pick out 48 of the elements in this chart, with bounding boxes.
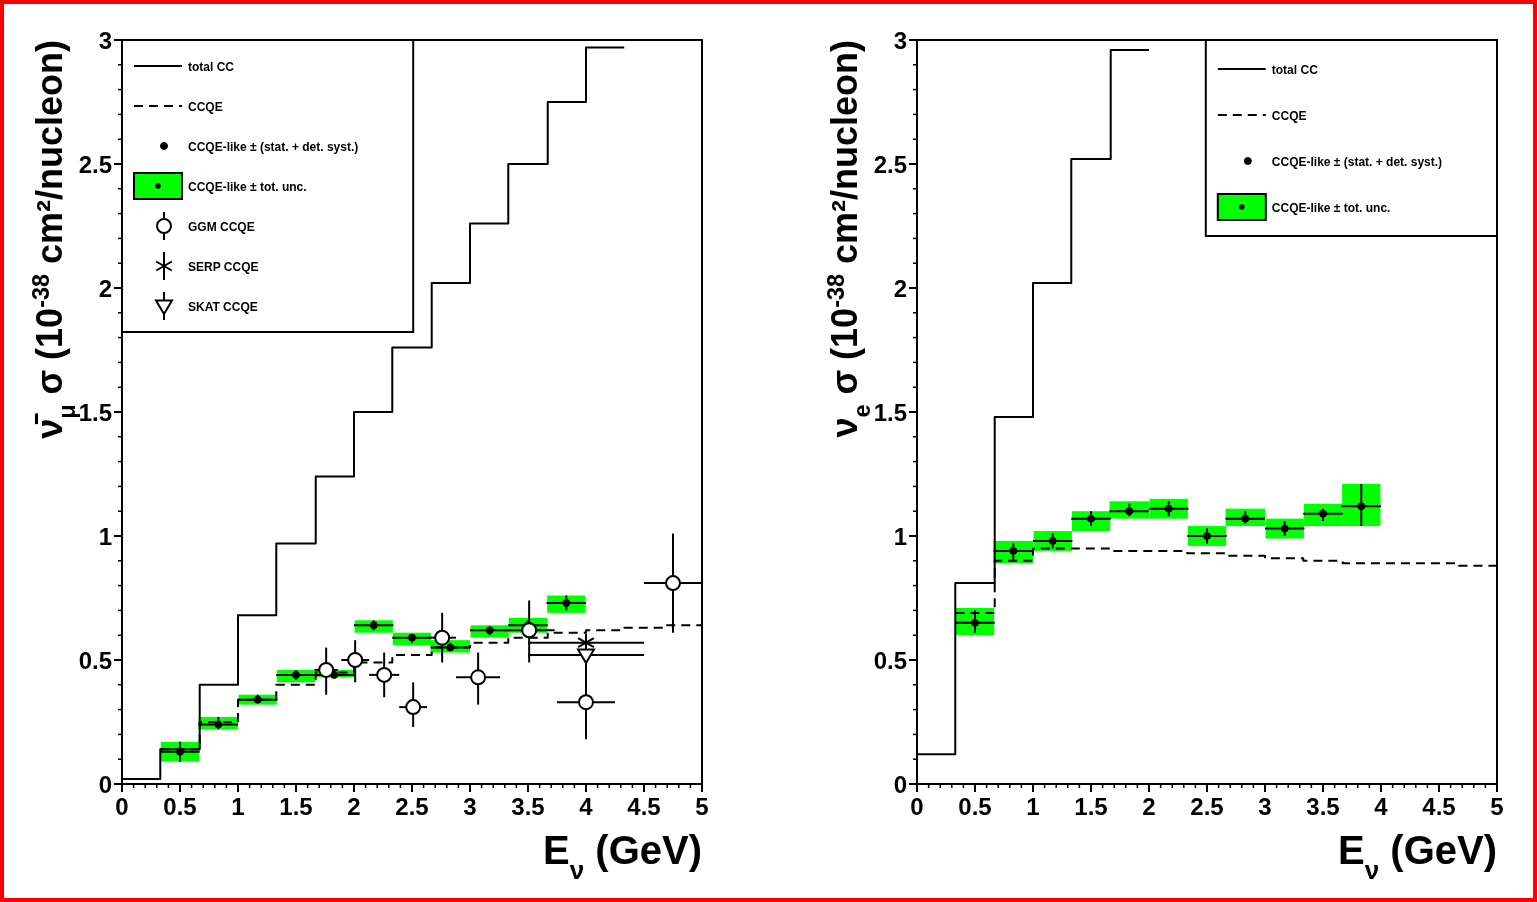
x-tick-label: 4	[579, 793, 594, 820]
x-tick-label: 0	[910, 793, 924, 820]
x-tick-label: 4.5	[627, 793, 661, 820]
y-tick-label: 3	[893, 27, 907, 54]
legend-label: GGM CCQE	[188, 220, 255, 234]
y-tick-label: 0.5	[78, 647, 112, 674]
x-tick-label: 1	[1026, 793, 1040, 820]
y-tick-label: 1	[893, 523, 907, 550]
legend-label: SERP CCQE	[188, 260, 259, 274]
x-tick-label: 2	[1142, 793, 1156, 820]
x-tick-label: 0.5	[958, 793, 992, 820]
y-tick-label: 2.5	[78, 151, 112, 178]
y-tick-label: 1.5	[873, 399, 907, 426]
x-tick-label: 4	[1374, 793, 1389, 820]
y-tick-label: 0	[893, 771, 907, 798]
y-tick-label: 2	[893, 275, 907, 302]
x-tick-label: 4.5	[1422, 793, 1456, 820]
legend-label: CCQE-like ± (stat. + det. syst.)	[188, 140, 359, 154]
y-tick-label: 2.5	[873, 151, 907, 178]
x-tick-label: 3.5	[1306, 793, 1340, 820]
y-tick-label: 0	[98, 771, 112, 798]
x-axis-title: E$_{ν}$ (GeV)	[543, 828, 702, 885]
x-tick-label: 1	[231, 793, 245, 820]
x-tick-label: 1.5	[279, 793, 313, 820]
y-tick-label: 3	[98, 27, 112, 54]
y-tick-label: 0.5	[873, 647, 907, 674]
x-tick-label: 1.5	[1074, 793, 1108, 820]
x-tick-label: 0.5	[163, 793, 197, 820]
x-tick-label: 2.5	[1190, 793, 1224, 820]
x-tick-label: 3	[1258, 793, 1272, 820]
x-tick-label: 5	[1490, 793, 1504, 820]
x-tick-label: 3	[463, 793, 477, 820]
legend-label: CCQE	[1271, 109, 1307, 123]
x-tick-label: 5	[695, 793, 709, 820]
y-tick-label: 2	[98, 275, 112, 302]
legend-label: SKAT CCQE	[188, 300, 258, 314]
y-tick-label: 1	[98, 523, 112, 550]
x-tick-label: 3.5	[511, 793, 545, 820]
legend-label: total CC	[188, 60, 235, 74]
legend-label: CCQE	[188, 100, 223, 114]
legend-label: CCQE-like ± (stat. + det. syst.)	[1271, 155, 1443, 169]
x-tick-label: 2	[347, 793, 361, 820]
legend-label: CCQE-like ± tot. unc.	[188, 180, 307, 194]
x-tick-label: 2.5	[395, 793, 429, 820]
legend-label: CCQE-like ± tot. unc.	[1271, 201, 1391, 215]
legend-label: total CC	[1271, 63, 1319, 77]
x-axis-title: E$_{ν}$ (GeV)	[1338, 828, 1497, 885]
x-tick-label: 0	[115, 793, 129, 820]
